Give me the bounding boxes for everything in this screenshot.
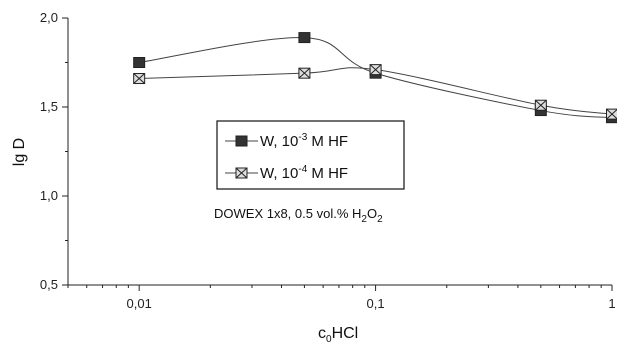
series-2-point bbox=[133, 73, 146, 85]
legend-label-1: W, 10-3 M HF bbox=[260, 132, 348, 150]
series-1-point bbox=[298, 32, 311, 44]
series-2-point bbox=[298, 67, 311, 79]
legend-label-2: W, 10-4 M HF bbox=[260, 164, 348, 182]
y-axis-title: lg D bbox=[11, 138, 28, 166]
x-tick-label: 0,1 bbox=[367, 296, 385, 311]
x-axis-title: c0HCl bbox=[318, 325, 358, 345]
series-1-point bbox=[133, 57, 146, 68]
series-2-point bbox=[606, 108, 617, 120]
y-tick-label: 1,0 bbox=[40, 188, 58, 203]
series-2-point bbox=[369, 64, 382, 76]
y-tick-label: 0,5 bbox=[40, 277, 58, 292]
series-layer bbox=[133, 32, 617, 124]
annotation: DOWEX 1x8, 0.5 vol.% H2O2 bbox=[214, 206, 383, 225]
y-tick-label: 2,0 bbox=[40, 10, 58, 25]
legend-marker-1 bbox=[235, 135, 248, 147]
y-ticks: 0,5 1,0 1,5 2,0 bbox=[40, 10, 68, 292]
y-tick-label: 1,5 bbox=[40, 99, 58, 114]
x-tick-label: 0,01 bbox=[127, 296, 152, 311]
x-ticks: 0,01 0,1 1 bbox=[67, 285, 616, 311]
legend: W, 10-3 M HF W, 10-4 M HF bbox=[216, 120, 405, 190]
series-2-point bbox=[534, 99, 547, 111]
legend-marker-2 bbox=[235, 167, 248, 179]
x-tick-label: 1 bbox=[608, 296, 615, 311]
legend-box bbox=[216, 120, 405, 190]
